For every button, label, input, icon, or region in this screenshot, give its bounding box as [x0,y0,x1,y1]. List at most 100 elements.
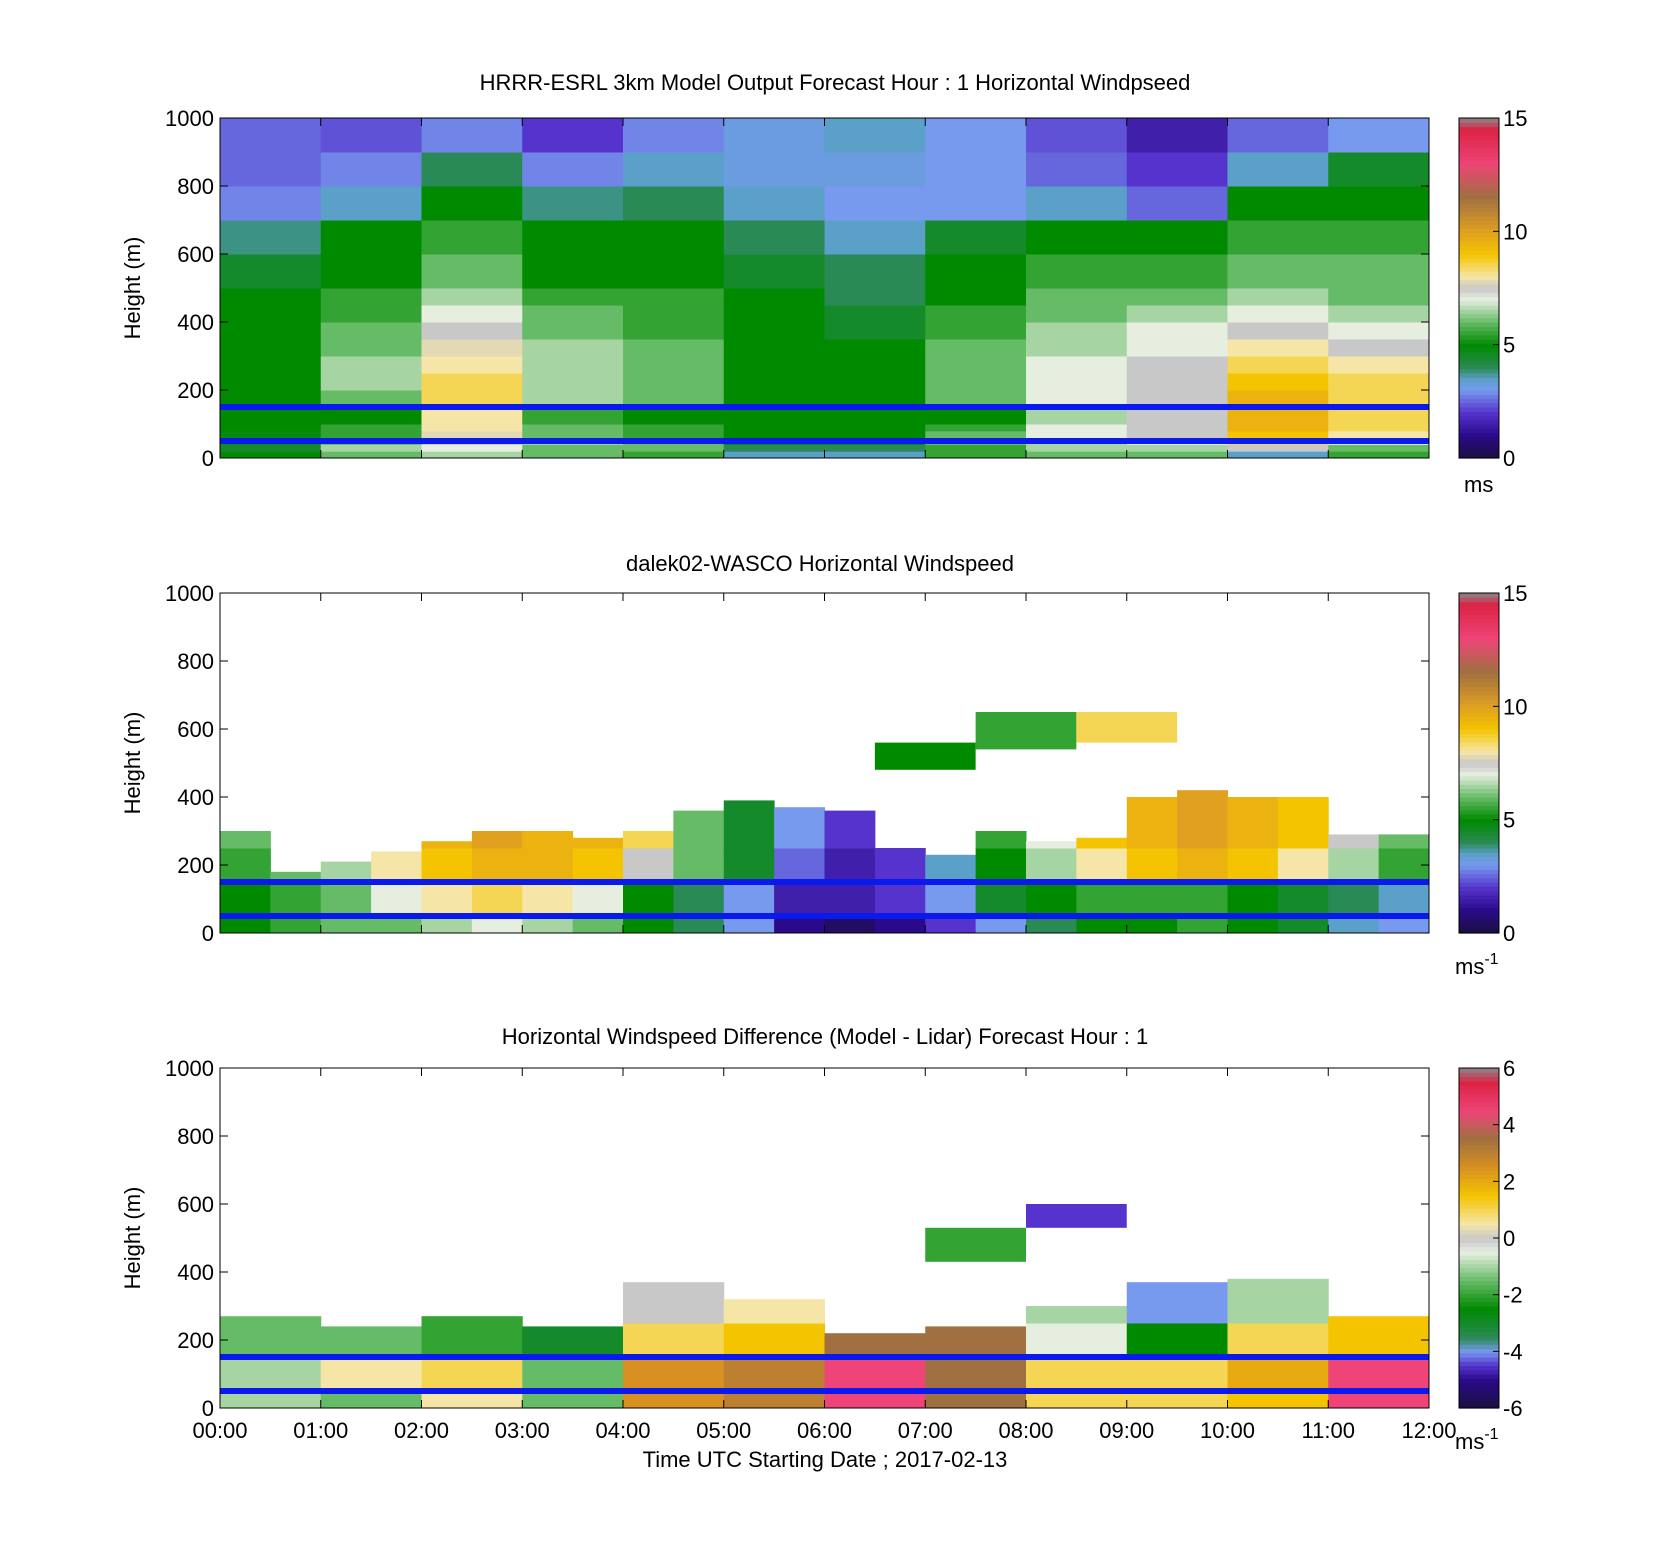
colorbar-swatch [1459,432,1499,438]
x-tick-label: 05:00 [696,1418,751,1443]
x-tick-label: 01:00 [293,1418,348,1443]
colorbar-swatch [1459,1293,1499,1299]
colorbar-swatch [1459,445,1499,451]
heatmap-cell [723,1357,825,1392]
heatmap-cell [925,356,1027,374]
heatmap-cell [471,848,523,883]
heatmap-cell [522,1391,624,1409]
colorbar-swatch [1459,407,1499,412]
heatmap-cell [1227,356,1329,374]
colorbar-swatch [1459,1242,1499,1248]
colorbar-swatch [1459,1199,1499,1205]
heatmap-cell [1227,797,1279,849]
heatmap-cell [925,254,1027,289]
heatmap-cell [1126,322,1228,340]
colorbar-swatch [1459,126,1499,132]
heatmap-cell [1328,451,1430,459]
heatmap-cell [1126,882,1178,917]
heatmap-cell [522,288,624,306]
heatmap-cell [522,407,624,425]
colorbar-swatch [1459,1148,1499,1154]
heatmap-cell [925,424,1027,432]
colorbar-swatch [1459,211,1499,217]
colorbar-swatch [1459,686,1499,692]
colorbar-swatch [1459,712,1499,717]
heatmap-cell [1126,1357,1228,1392]
heatmap-cell [824,356,926,374]
colorbar-swatch [1459,690,1499,696]
heatmap-cell [320,451,422,459]
y-tick-label: 400 [177,1260,214,1285]
heatmap-cell [1026,254,1128,289]
colorbar-swatch [1459,1374,1499,1379]
colorbar-swatch [1459,856,1499,862]
colorbar-swatch [1459,848,1499,853]
heatmap-cell [320,254,422,289]
heatmap-cell [522,1357,624,1392]
heatmap-cell [220,254,322,289]
colorbar-swatch [1459,232,1499,238]
heatmap-cell [270,871,322,883]
heatmap-cell [1227,848,1279,883]
heatmap-cell [421,882,473,917]
heatmap-cell [723,118,825,153]
heatmap-cell [320,390,422,408]
colorbar-swatch [1459,1174,1499,1180]
colorbar-swatch [1459,415,1499,421]
heatmap-cell [1328,220,1430,255]
colorbar-frame [1458,117,1500,459]
colorbar-tick-label: 0 [1503,921,1515,946]
heatmap-cell [1026,430,1128,439]
colorbar-swatch [1459,394,1499,400]
heatmap-cell [220,882,271,917]
panel-3-title: Horizontal Windspeed Difference (Model -… [502,1024,1148,1049]
heatmap-cell [1227,118,1329,153]
heatmap-cell [421,339,523,357]
colorbar-swatch [1459,322,1499,327]
heatmap-cell [723,288,825,306]
heatmap-cell [522,118,624,153]
colorbar-swatch [1459,1403,1499,1409]
x-tick-label: 00:00 [192,1418,247,1443]
heatmap-cell [723,1299,825,1324]
heatmap-cell [1328,1391,1430,1409]
heatmap-cell [522,882,574,917]
colorbar-swatch [1459,924,1499,930]
heatmap-cell [1177,848,1228,883]
colorbar-swatch [1459,1259,1499,1265]
heatmap-cell [824,305,926,323]
colorbar-swatch [1459,1123,1499,1129]
heatmap-cell [824,186,926,221]
heatmap-cell [522,451,624,459]
colorbar-swatch [1459,419,1499,425]
colorbar-swatch [1459,780,1499,785]
colorbar-swatch [1459,1233,1499,1239]
heatmap-cell [1026,118,1128,153]
colorbar-swatch [1459,1119,1499,1124]
panel-1-colorbar: 15 10 5 0 [1458,106,1527,471]
heatmap-cell [320,1391,422,1409]
colorbar-swatch [1459,194,1499,200]
heatmap-cell [1227,882,1279,917]
heatmap-cell [623,424,725,432]
heatmap-cell [1328,254,1430,289]
heatmap-cell [1026,848,1077,883]
heatmap-cell [623,305,725,323]
colorbar-swatch [1459,1204,1499,1209]
x-tick-label: 08:00 [998,1418,1053,1443]
heatmap-cell [1126,916,1178,934]
heatmap-cell [623,288,725,306]
heatmap-cell [1227,1323,1329,1358]
heatmap-cell [1126,305,1228,323]
colorbar-swatch [1459,771,1499,777]
heatmap-cell [471,916,523,934]
colorbar-swatch [1459,424,1499,429]
heatmap-cell [471,831,523,849]
colorbar-swatch [1459,300,1499,306]
colorbar-swatch [1459,156,1499,162]
colorbar-swatch [1459,1140,1499,1146]
colorbar-swatch [1459,1391,1499,1396]
heatmap-cell [1126,152,1228,187]
heatmap-cell [824,848,876,883]
y-tick-label: 0 [202,921,214,946]
